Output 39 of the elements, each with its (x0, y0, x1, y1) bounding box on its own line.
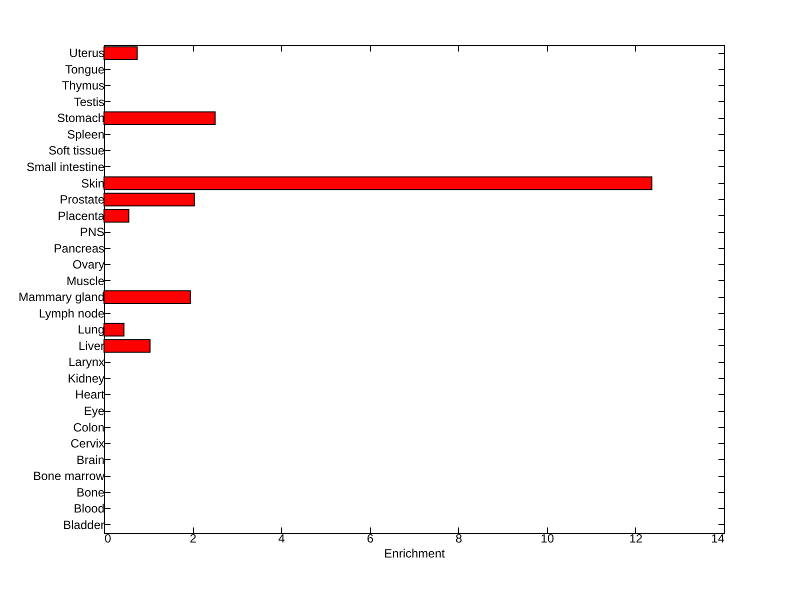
y-tick-label: Mammary gland (18, 290, 104, 304)
x-tick-label: 12 (629, 532, 643, 546)
x-tick-label: 8 (455, 532, 462, 546)
y-tick-label: Thymus (62, 78, 104, 93)
y-tick-label: Lung (78, 322, 104, 337)
y-tick-label: Bone marrow (33, 469, 105, 484)
y-tick-label: Bone (76, 485, 105, 500)
y-tick-label: Prostate (60, 192, 105, 207)
y-tick-label: Tongue (65, 62, 105, 76)
y-tick-label: Pancreas (54, 241, 104, 256)
x-tick-label: 4 (278, 532, 286, 546)
y-tick-label: Eye (84, 404, 105, 418)
y-tick-label: Muscle (66, 274, 105, 288)
x-tick-label: 2 (190, 532, 197, 546)
x-tick-label: 6 (366, 532, 374, 546)
y-tick-label: Cervix (70, 436, 104, 451)
y-tick-label: Placenta (58, 208, 105, 223)
y-tick-label: PNS (80, 225, 104, 240)
y-tick-label: Ovary (72, 258, 104, 272)
y-tick-label: Skin (81, 176, 104, 190)
y-tick-label: Liver (78, 338, 104, 353)
y-tick-label: Heart (75, 388, 106, 402)
y-tick-label: Uterus (69, 46, 104, 60)
x-tick-label: 0 (104, 532, 112, 546)
y-tick-label: Stomach (57, 111, 104, 126)
y-tick-label: Kidney (68, 371, 104, 386)
y-tick-label: Soft tissue (48, 144, 105, 158)
y-tick-label: Bladder (63, 518, 104, 532)
y-tick-label: Testis (74, 94, 104, 109)
y-tick-label: Spleen (67, 127, 104, 142)
y-tick-label: Larynx (68, 355, 104, 370)
y-tick-label: Brain (76, 452, 104, 467)
x-tick-label: 14 (711, 532, 725, 546)
x-axis-title: Enrichment (384, 546, 446, 560)
y-tick-label: Colon (73, 420, 104, 434)
y-tick-label: Small intestine (26, 160, 105, 174)
y-tick-label: Lymph node (38, 306, 105, 320)
y-tick-label: Blood (74, 502, 104, 516)
x-tick-label: 10 (540, 532, 554, 546)
